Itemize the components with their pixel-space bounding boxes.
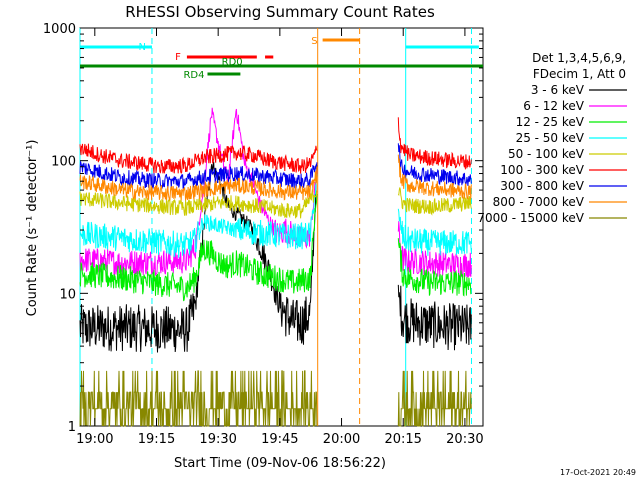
flag-label-s: S xyxy=(311,36,317,47)
flag-label-rd0: RD0 xyxy=(222,57,243,68)
footer-timestamp: 17-Oct-2021 20:49 xyxy=(560,468,636,477)
legend-label-3-6-kev: 3 - 6 keV xyxy=(531,83,585,97)
series-800-7000-kev-before xyxy=(79,166,318,201)
y-tick-label-1000: 1000 xyxy=(43,22,76,37)
x-axis-label: Start Time (09-Nov-06 18:56:22) xyxy=(174,456,386,471)
x-tick-label-19-30: 19:30 xyxy=(199,432,236,447)
legend-label-100-300-kev: 100 - 300 keV xyxy=(500,163,584,177)
series-800-7000-kev-after xyxy=(397,154,472,200)
series-300-800-kev-before xyxy=(79,161,318,191)
series-7000-15000-kev-before xyxy=(79,370,318,427)
series-12-25-kev-after xyxy=(397,238,472,297)
series-300-800-kev-after xyxy=(397,143,472,186)
legend-label-300-800-kev: 300 - 800 keV xyxy=(500,179,584,193)
series-12-25-kev-before xyxy=(79,193,318,302)
y-tick-label-100: 100 xyxy=(51,155,76,170)
flag-label-rd4: RD4 xyxy=(183,70,204,81)
x-tick-label-20-15: 20:15 xyxy=(384,432,421,447)
series-100-300-kev-before xyxy=(79,143,318,174)
chart-title: RHESSI Observing Summary Count Rates xyxy=(125,3,435,21)
y-tick-label-10: 10 xyxy=(59,287,76,302)
series-3-6-kev-before xyxy=(79,161,318,353)
series-50-100-kev-after xyxy=(397,187,472,216)
plot-frame xyxy=(79,27,484,427)
legend-header-line-2: FDecim 1, Att 0 xyxy=(533,67,626,81)
series-50-100-kev-before xyxy=(79,189,318,219)
series-100-300-kev-after xyxy=(397,117,472,170)
x-tick-label-19-15: 19:15 xyxy=(138,432,175,447)
legend-label-6-12-kev: 6 - 12 keV xyxy=(523,99,585,113)
x-tick-label-19-45: 19:45 xyxy=(261,432,298,447)
series-7000-15000-kev-after xyxy=(397,370,472,427)
y-axis-label: Count Rate (s⁻¹ detector⁻¹) xyxy=(25,140,40,317)
legend-header-line-1: Det 1,3,4,5,6,9, xyxy=(532,51,626,65)
x-tick-label-19-00: 19:00 xyxy=(76,432,113,447)
series-lines xyxy=(79,107,472,427)
legend-label-800-7000-kev: 800 - 7000 keV xyxy=(493,195,585,209)
legend-label-7000-15000-kev: 7000 - 15000 keV xyxy=(477,211,584,225)
flag-label-n: N xyxy=(138,42,145,53)
series-3-6-kev-after xyxy=(397,284,472,351)
series-25-50-kev-after xyxy=(397,208,472,256)
flag-label-f: F xyxy=(175,52,181,63)
axis-ticks: 19:00 19:15 19:30 19:45 20:00 20:15 20:30 1 10 10… xyxy=(43,22,484,447)
x-tick-label-20-30: 20:30 xyxy=(446,432,483,447)
legend-label-25-50-kev: 25 - 50 keV xyxy=(516,131,585,145)
legend: 3 - 6 keV 6 - 12 keV 12 - 25 keV 25 - 50 ke… xyxy=(477,83,627,225)
x-tick-label-20-00: 20:00 xyxy=(323,432,360,447)
legend-label-50-100-kev: 50 - 100 keV xyxy=(508,147,585,161)
series-25-50-kev-before xyxy=(79,173,318,258)
flag-bars: N S F RD0 RD4 xyxy=(80,36,483,81)
legend-label-12-25-kev: 12 - 25 keV xyxy=(516,115,585,129)
y-tick-label-1: 1 xyxy=(68,420,76,435)
